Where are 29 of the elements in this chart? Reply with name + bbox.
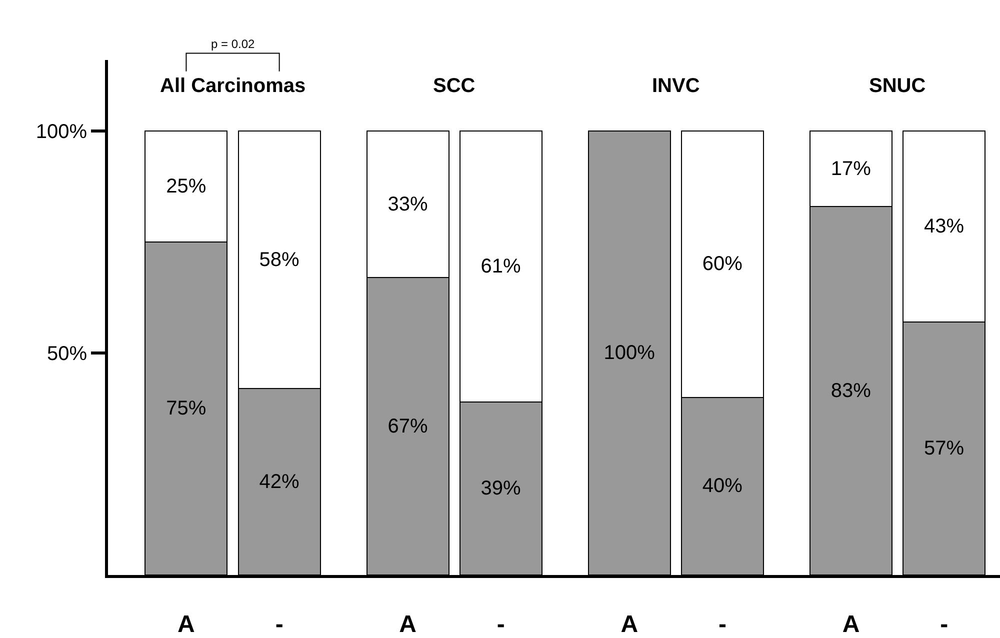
y-tick-label: 50% <box>46 343 88 366</box>
annotation: SNUC <box>869 75 926 97</box>
data-label: 43% <box>924 215 964 238</box>
data-label: 39% <box>480 477 522 500</box>
annotation: All Carcinomas <box>160 75 306 97</box>
x-tick-label: A <box>620 610 638 638</box>
data-label: 17% <box>830 158 872 180</box>
data-label: 67% <box>388 415 428 438</box>
data-label: 42% <box>259 470 300 493</box>
x-tick-label: - <box>275 610 284 638</box>
data-label: 33% <box>388 193 428 216</box>
annotation: SCC <box>433 75 476 97</box>
x-tick-label: A <box>842 610 860 638</box>
annotation: INVC <box>652 75 700 97</box>
data-label: 25% <box>166 176 206 198</box>
x-tick-label: A <box>399 610 416 638</box>
data-label: 60% <box>702 253 743 276</box>
x-tick-label: A <box>178 610 195 638</box>
x-tick-label: - <box>940 610 948 638</box>
data-label: 57% <box>924 437 964 460</box>
data-label: 40% <box>702 475 743 498</box>
data-label: 100% <box>604 342 656 364</box>
data-label: 75% <box>166 398 206 420</box>
x-tick-label: - <box>718 610 727 638</box>
data-label: 83% <box>830 380 872 402</box>
data-label: 58% <box>259 248 300 271</box>
x-tick-label: - <box>496 610 505 638</box>
data-label: 61% <box>480 255 522 278</box>
text: p = 0.02 <box>211 37 256 51</box>
